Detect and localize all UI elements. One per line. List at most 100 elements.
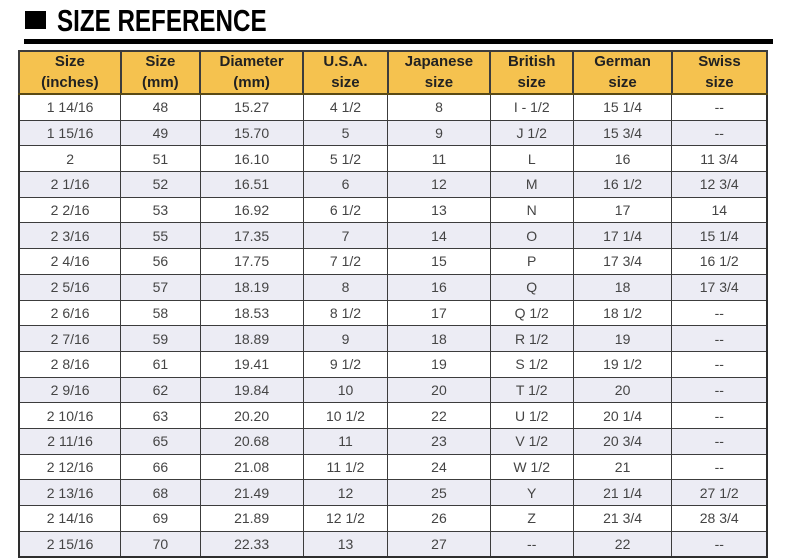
table-cell: T 1/2 (489, 376, 574, 404)
table-cell: 61 (120, 350, 201, 378)
table-cell: 2 11/16 (18, 427, 122, 455)
table-cell: 28 3/4 (671, 505, 768, 532)
table-cell: -- (671, 402, 768, 429)
table-cell: 21.89 (199, 505, 304, 532)
table-cell: L (489, 145, 574, 173)
table-cell: U 1/2 (489, 402, 574, 429)
table-cell: 2 14/16 (18, 505, 122, 532)
table-cell: 17 (387, 299, 491, 327)
table-row: 2 1/16 52 16.51 6 12 M 16 1/2 12 3/4 (18, 171, 768, 198)
table-cell: 16 (387, 273, 491, 301)
table-row: 2 10/16 63 20.20 10 1/2 22 U 1/2 20 1/4 -- (18, 402, 768, 429)
table-cell: 20 1/4 (572, 402, 673, 429)
table-cell: S 1/2 (489, 350, 574, 378)
table-row: 2 12/16 66 21.08 11 1/2 24 W 1/2 21 -- (18, 453, 768, 481)
col-header-german-size: German size (572, 50, 673, 95)
col-header-size-inches: Size (inches) (18, 50, 122, 95)
size-table-body: 1 14/16 48 15.27 4 1/2 8 I - 1/2 15 1/4 -- 1 15/… (18, 93, 768, 558)
table-row: 2 5/16 57 18.19 8 16 Q 18 17 3/4 (18, 273, 768, 301)
table-cell: J 1/2 (489, 119, 574, 147)
table-cell: 22 (387, 402, 491, 429)
table-cell: 6 (302, 171, 389, 198)
table-cell: 5 (302, 119, 389, 147)
table-row: 2 8/16 61 19.41 9 1/2 19 S 1/2 19 1/2 -- (18, 350, 768, 378)
title-divider-rule (24, 39, 773, 44)
table-cell: 16.51 (199, 171, 304, 198)
table-row: 1 15/16 49 15.70 5 9 J 1/2 15 3/4 -- (18, 119, 768, 147)
col-header-usa-size: U.S.A. size (302, 50, 389, 95)
table-cell: 21 (572, 453, 673, 481)
table-cell: 16 (572, 145, 673, 173)
table-cell: 2 13/16 (18, 479, 122, 506)
table-cell: M (489, 171, 574, 198)
table-cell: 19.41 (199, 350, 304, 378)
table-cell: 20 3/4 (572, 427, 673, 455)
table-cell: 19 (572, 325, 673, 352)
table-row: 1 14/16 48 15.27 4 1/2 8 I - 1/2 15 1/4 -- (18, 93, 768, 121)
table-cell: -- (671, 530, 768, 558)
table-cell: 2 7/16 (18, 325, 122, 352)
table-cell: -- (671, 119, 768, 147)
size-reference-table: Size (inches) Size (mm) Diameter (mm) U.… (18, 50, 769, 558)
table-cell: 7 1/2 (302, 248, 389, 275)
table-cell: 8 (387, 93, 491, 121)
table-cell: 58 (120, 299, 201, 327)
table-cell: 2 3/16 (18, 222, 122, 250)
table-cell: 16.92 (199, 196, 304, 224)
table-cell: Y (489, 479, 574, 506)
table-cell: -- (671, 427, 768, 455)
table-cell: 2 4/16 (18, 248, 122, 275)
table-cell: 18 (572, 273, 673, 301)
table-cell: 2 (18, 145, 122, 173)
table-cell: 7 (302, 222, 389, 250)
table-cell: 19.84 (199, 376, 304, 404)
table-cell: 17 3/4 (572, 248, 673, 275)
table-row: 2 4/16 56 17.75 7 1/2 15 P 17 3/4 16 1/2 (18, 248, 768, 275)
table-cell: 21.49 (199, 479, 304, 506)
table-cell: 11 (387, 145, 491, 173)
table-cell: P (489, 248, 574, 275)
table-cell: 2 5/16 (18, 273, 122, 301)
table-cell: 1 14/16 (18, 93, 122, 121)
table-cell: 52 (120, 171, 201, 198)
table-cell: 66 (120, 453, 201, 481)
table-cell: I - 1/2 (489, 93, 574, 121)
table-cell: 69 (120, 505, 201, 532)
table-cell: -- (671, 93, 768, 121)
table-cell: 63 (120, 402, 201, 429)
table-row: 2 51 16.10 5 1/2 11 L 16 11 3/4 (18, 145, 768, 173)
table-cell: 16.10 (199, 145, 304, 173)
col-header-swiss-size: Swiss size (670, 50, 769, 95)
table-cell: 14 (387, 222, 491, 250)
table-cell: 17 3/4 (671, 273, 768, 301)
table-row: 2 6/16 58 18.53 8 1/2 17 Q 1/2 18 1/2 -- (18, 299, 768, 327)
table-cell: 20.68 (199, 427, 304, 455)
table-cell: 2 15/16 (18, 530, 122, 558)
table-cell: 20.20 (199, 402, 304, 429)
table-cell: 21 3/4 (572, 505, 673, 532)
table-cell: -- (671, 325, 768, 352)
table-cell: 15 1/4 (671, 222, 768, 250)
table-cell: 17.75 (199, 248, 304, 275)
table-cell: 15 3/4 (572, 119, 673, 147)
table-row: 2 11/16 65 20.68 11 23 V 1/2 20 3/4 -- (18, 427, 768, 455)
table-cell: 53 (120, 196, 201, 224)
table-cell: 24 (387, 453, 491, 481)
table-cell: 57 (120, 273, 201, 301)
table-cell: 20 (387, 376, 491, 404)
table-cell: Q 1/2 (489, 299, 574, 327)
table-cell: 2 1/16 (18, 171, 122, 198)
table-cell: 1 15/16 (18, 119, 122, 147)
col-header-diameter-mm: Diameter (mm) (198, 50, 305, 95)
table-cell: 13 (302, 530, 389, 558)
table-cell: Z (489, 505, 574, 532)
table-cell: 9 (302, 325, 389, 352)
table-cell: 8 1/2 (302, 299, 389, 327)
table-cell: 2 9/16 (18, 376, 122, 404)
table-cell: 8 (302, 273, 389, 301)
table-cell: -- (489, 530, 574, 558)
table-cell: 56 (120, 248, 201, 275)
table-cell: 68 (120, 479, 201, 506)
table-cell: 17 (572, 196, 673, 224)
table-cell: 14 (671, 196, 768, 224)
